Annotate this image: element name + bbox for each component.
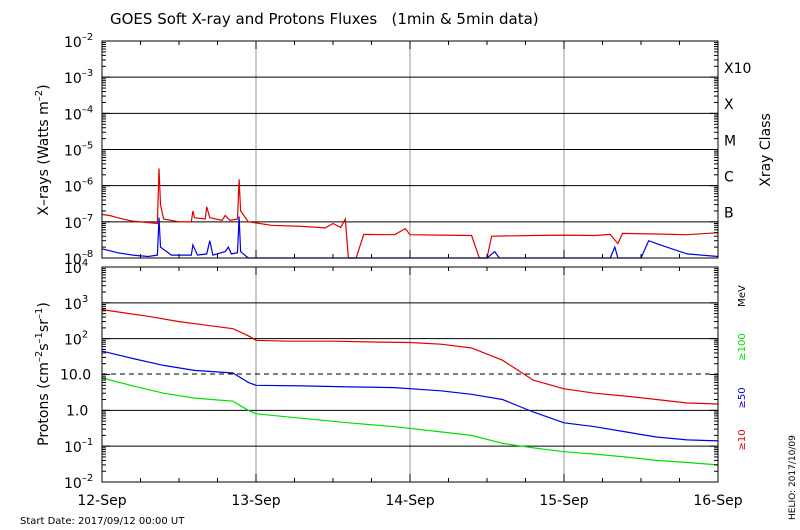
y-tick-label: 10–1 (64, 437, 93, 456)
x-tick-label: 15-Sep (539, 493, 588, 509)
xray-class-axis-title: Xray Class (758, 113, 774, 187)
xray-class-label: X10 (724, 61, 751, 77)
proton-panel: 104 103 102 10–1 10–2 10.0 1.0 Protons (cm–2s–… (34, 258, 748, 492)
xray-gridlines (102, 41, 718, 258)
chart-title: GOES Soft X-ray and Protons Fluxes (1min… (110, 10, 539, 28)
proton-unit-label: MeV (737, 285, 748, 307)
x-tick-label: 14-Sep (385, 493, 434, 509)
xray-y-axis-label: X–rays (Watts m–2) (34, 84, 52, 215)
y-tick-label: 10–4 (64, 104, 93, 123)
y-tick-label: 102 (64, 330, 88, 349)
x-tick-label: 13-Sep (231, 493, 280, 509)
xray-y-ticks: 10–2 10–3 10–4 10–5 10–6 10–7 10–8 (64, 32, 718, 268)
y-tick-label: 10–7 (64, 213, 93, 232)
y-tick-label: 10–2 (64, 473, 93, 492)
y-tick-label: 10–8 (64, 249, 93, 268)
y-tick-label: 10–3 (64, 68, 93, 87)
y-tick-label: 104 (64, 258, 88, 277)
x-tick-label: 16-Sep (693, 493, 742, 509)
xray-class-label: B (724, 206, 734, 222)
x-tick-label: 12-Sep (77, 493, 126, 509)
xray-panel: 10–2 10–3 10–4 10–5 10–6 10–7 10–8 X–rays (Wat… (34, 32, 774, 268)
xray-class-labels: X10 X M C B (724, 61, 751, 222)
y-tick-label: 10–6 (64, 177, 93, 196)
proton-series-group (101, 308, 719, 466)
xray-class-label: M (724, 133, 736, 149)
legend-energy-label: ≥50 (737, 387, 748, 408)
xray-class-label: X (724, 97, 734, 113)
proton-y-ticks: 104 103 102 10–1 10–2 10.0 1.0 (60, 258, 718, 492)
x-axis-ticks: 12-Sep 13-Sep 14-Sep 15-Sep 16-Sep (77, 41, 743, 509)
proton-legend: ≥10 ≥50 ≥100 (737, 333, 748, 450)
proton-y-axis-label: Protons (cm–2s–1sr–1) (34, 302, 52, 446)
y-tick-label: 10–2 (64, 32, 93, 51)
xray-series-0 (101, 168, 719, 259)
legend-energy-label: ≥10 (737, 429, 748, 450)
proton-series-2 (101, 377, 719, 466)
proton-series-1 (101, 350, 719, 442)
proton-series-0 (101, 308, 719, 405)
footer-label: HELIO: 2017/10/09 (788, 435, 798, 520)
start-date-label: Start Date: 2017/09/12 00:00 UT (20, 516, 185, 527)
xray-class-label: C (724, 169, 734, 185)
legend-energy-label: ≥100 (737, 333, 748, 360)
y-tick-label: 10.0 (60, 368, 91, 384)
y-tick-label: 1.0 (66, 403, 88, 419)
y-tick-label: 10–5 (64, 141, 93, 160)
y-tick-label: 103 (64, 294, 88, 313)
